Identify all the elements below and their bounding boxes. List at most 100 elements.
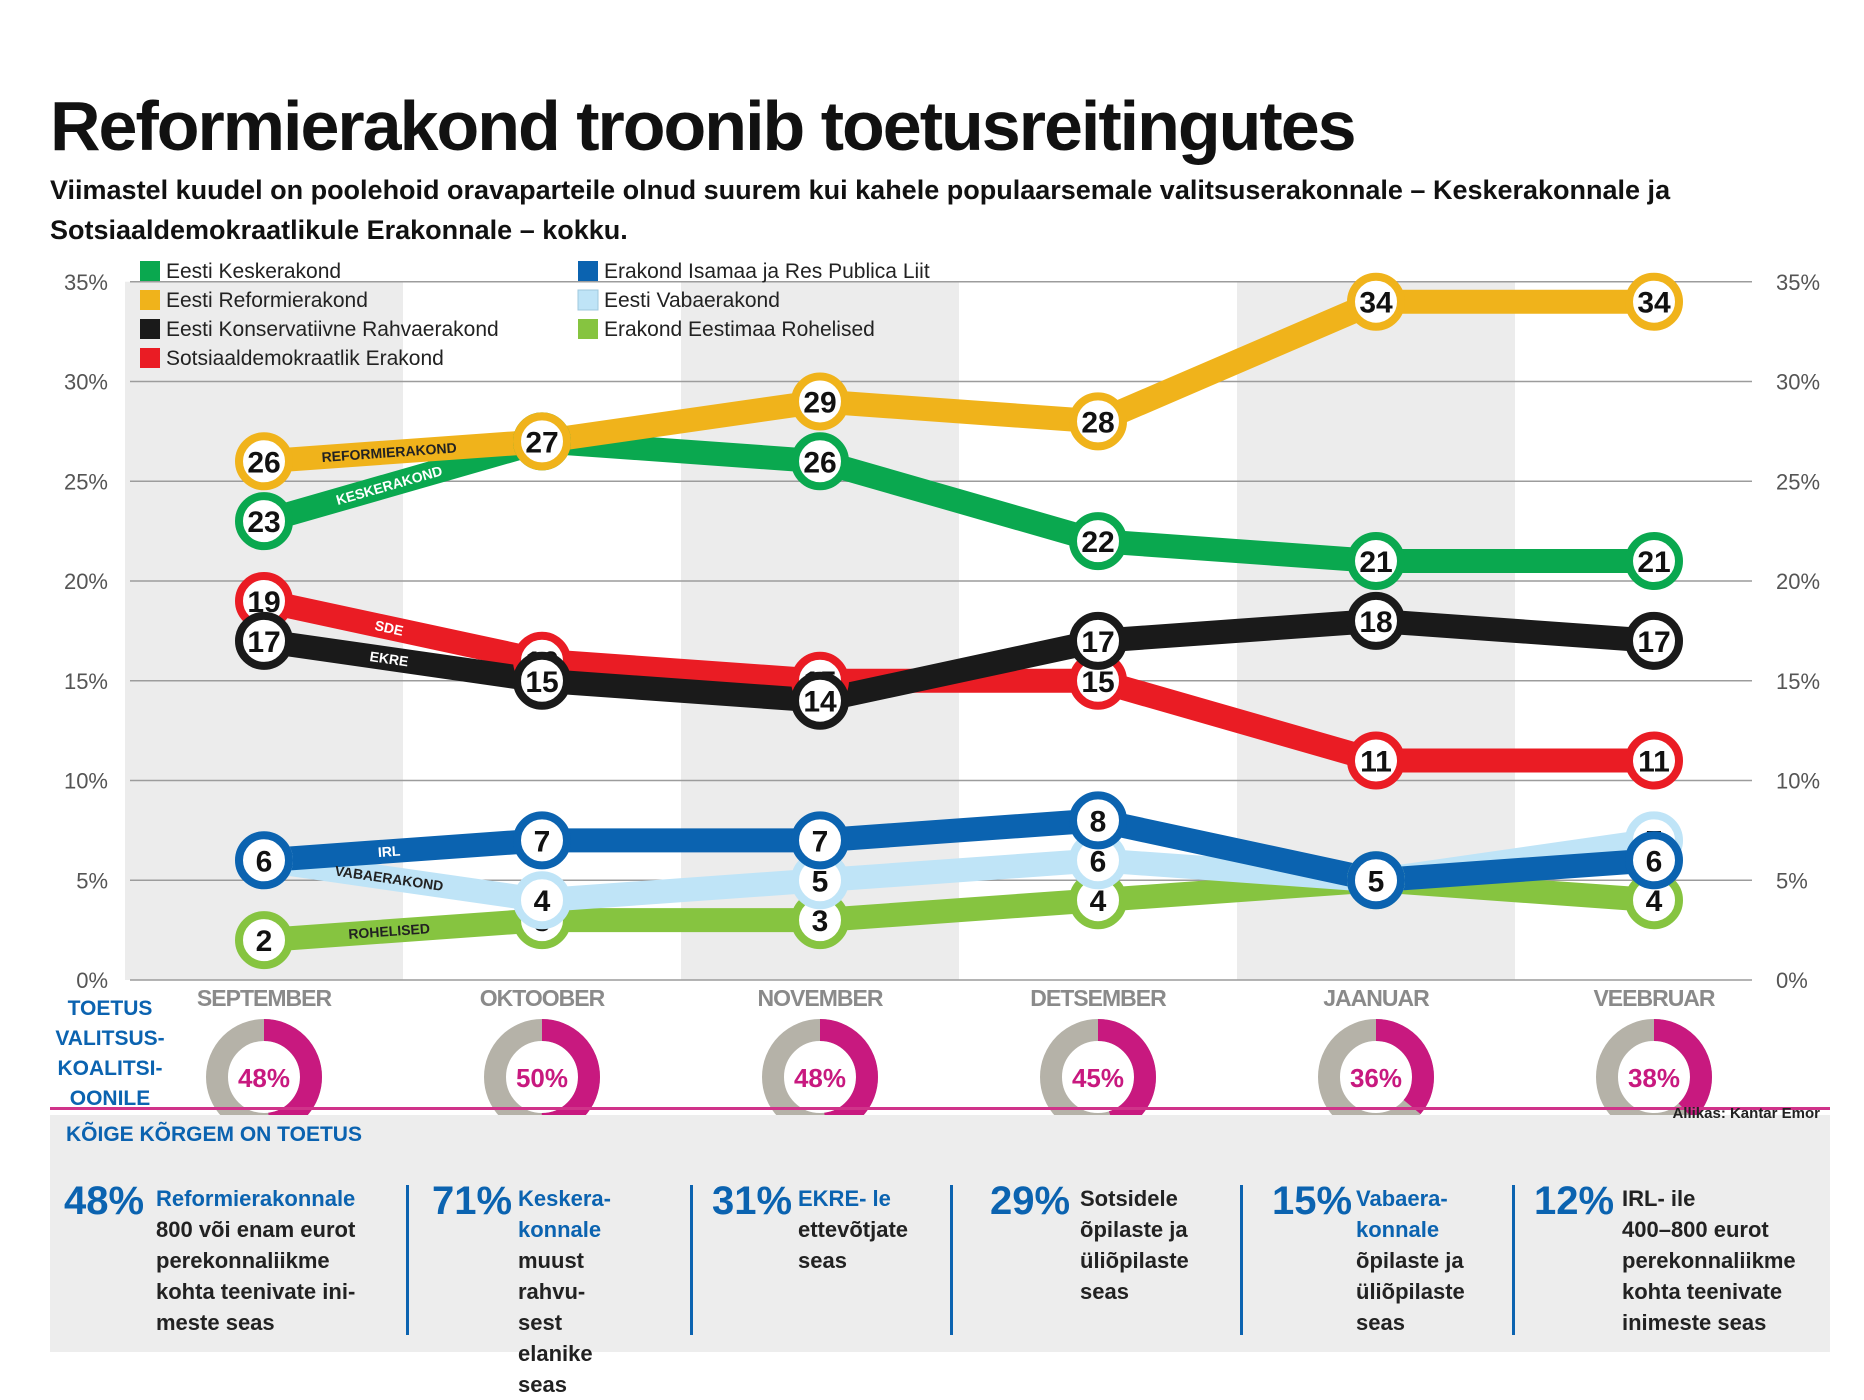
legend-swatch — [578, 319, 598, 339]
y-tick-label: 25% — [64, 469, 108, 494]
stat-rest: ettevõtjate seas — [798, 1217, 909, 1273]
stat-percent: 29% — [990, 1179, 1071, 1223]
data-marker — [791, 372, 849, 431]
data-marker — [1347, 591, 1405, 650]
stat-text: Sotsidele õpilaste ja üliõpilaste seas — [1080, 1183, 1189, 1307]
donut-share — [206, 1019, 322, 1130]
stat-lead: EKRE- le — [798, 1186, 891, 1211]
data-label: 17 — [1081, 626, 1114, 659]
series-line — [252, 289, 1666, 474]
stat-text: EKRE- le ettevõtjate seas — [798, 1183, 908, 1276]
legend-swatch — [578, 261, 598, 281]
data-marker — [1625, 272, 1683, 331]
data-marker — [791, 432, 849, 491]
data-label: 29 — [803, 386, 836, 419]
data-label: 8 — [1090, 805, 1107, 838]
legend-swatch — [140, 348, 160, 368]
x-tick-label: OKTOOBER — [480, 985, 606, 1011]
legend: Eesti Keskerakond Erakond Isamaa ja Res P… — [140, 260, 930, 370]
data-label: 28 — [1081, 406, 1114, 439]
data-label: 17 — [1637, 626, 1670, 659]
stat-percent: 71% — [432, 1179, 513, 1223]
data-marker — [1347, 532, 1405, 591]
stat-text: Reformierakonnale 800 või enam eurot pere… — [156, 1183, 355, 1338]
data-marker — [791, 671, 849, 730]
stat-lead: Keskera- konnale — [518, 1186, 611, 1242]
donut-label: 50% — [516, 1063, 568, 1093]
y-tick-label: 20% — [64, 569, 108, 594]
data-marker — [1069, 791, 1127, 850]
donut-label: 36% — [1350, 1063, 1402, 1093]
series-inline-label: EKRE — [369, 648, 410, 669]
x-tick-label: JAANUAR — [1323, 985, 1430, 1011]
stat-text: Keskera- konnale muust rahvu- sest elanik… — [518, 1183, 611, 1400]
data-label: 5 — [1368, 865, 1385, 898]
y-tick-label: 30% — [1776, 370, 1820, 395]
data-label: 7 — [534, 825, 551, 858]
data-label: 2 — [256, 925, 273, 958]
data-marker — [513, 811, 571, 870]
x-tick-label: NOVEMBER — [758, 985, 884, 1011]
series-inline-label: IRL — [377, 843, 401, 861]
data-label: 22 — [1081, 526, 1114, 559]
stats-panel: KÕIGE KÕRGEM ON TOETUS Allikas: Kantar E… — [50, 1105, 1830, 1397]
data-label: 21 — [1637, 546, 1670, 579]
y-tick-label: 5% — [1776, 868, 1808, 893]
data-label: 34 — [1359, 287, 1393, 320]
stat-lead: Reformierakonnale — [156, 1186, 356, 1211]
data-marker — [1069, 611, 1127, 670]
donut-label: 45% — [1072, 1063, 1124, 1093]
data-marker — [235, 611, 293, 670]
stat-text: Vabaera- konnale õpilaste ja üliõpilaste … — [1356, 1183, 1465, 1338]
x-tick-label: DETSEMBER — [1030, 985, 1167, 1011]
stat-divider — [690, 1185, 693, 1335]
data-marker — [791, 811, 849, 870]
stat-divider — [406, 1185, 409, 1335]
data-label: 4 — [1090, 885, 1107, 918]
series-line — [252, 608, 1666, 713]
y-tick-label: 30% — [64, 370, 108, 395]
data-label: 6 — [1646, 845, 1663, 878]
stat-rest: muust rahvu- sest elanike seas — [518, 1248, 593, 1397]
data-marker — [1069, 512, 1127, 571]
chart-subtitle: Viimastel kuudel on poolehoid oravaparte… — [50, 175, 1671, 245]
y-tick-label: 0% — [76, 968, 108, 993]
data-label: 11 — [1638, 746, 1670, 779]
data-marker — [235, 432, 293, 491]
legend-label: Sotsiaaldemokraatlik Erakond — [166, 347, 444, 370]
stat-rest: õpilaste ja üliõpilaste seas — [1356, 1248, 1465, 1335]
series-line — [252, 808, 1666, 893]
x-tick-label: VEEBRUAR — [1593, 985, 1715, 1011]
data-label: 14 — [803, 686, 837, 719]
data-marker — [1347, 272, 1405, 331]
data-label: 5 — [812, 865, 829, 898]
legend-label: Erakond Eestimaa Rohelised — [604, 318, 875, 341]
donut-share — [1596, 1019, 1712, 1130]
donut-label: 48% — [238, 1063, 290, 1093]
legend-swatch — [140, 319, 160, 339]
legend-label: Eesti Keskerakond — [166, 260, 341, 283]
stat-lead: Vabaera- konnale — [1356, 1186, 1448, 1242]
y-tick-label: 15% — [64, 669, 108, 694]
y-tick-label: 10% — [64, 769, 108, 794]
data-marker — [235, 492, 293, 551]
series-inline-label: ROHELISED — [348, 920, 431, 942]
x-tick-label: SEPTEMBER — [197, 985, 333, 1011]
data-label: 18 — [1359, 606, 1392, 639]
data-label: 26 — [803, 446, 836, 479]
y-tick-label: 35% — [1776, 270, 1820, 295]
data-marker — [513, 871, 571, 930]
data-marker — [1347, 731, 1405, 790]
donut-share — [762, 1019, 878, 1130]
data-markers: 2334546456576778561916151511111715141718… — [235, 272, 1683, 970]
donut-share — [1318, 1019, 1434, 1130]
legend-label: Eesti Konservatiivne Rahvaerakond — [166, 318, 499, 341]
legend-label: Eesti Reformierakond — [166, 289, 368, 312]
data-label: 3 — [812, 905, 829, 938]
stat-text: IRL- ile 400–800 eurot perekonnaliikme k… — [1622, 1183, 1796, 1338]
data-marker — [235, 911, 293, 970]
y-tick-label: 25% — [1776, 469, 1820, 494]
data-label: 7 — [812, 825, 829, 858]
line-chart: 0% 5% 10% 15% 20% 25% 30% 35% 0% 5% 10% 15% 20% 25% 3… — [64, 260, 1820, 1130]
stat-divider — [950, 1185, 953, 1335]
